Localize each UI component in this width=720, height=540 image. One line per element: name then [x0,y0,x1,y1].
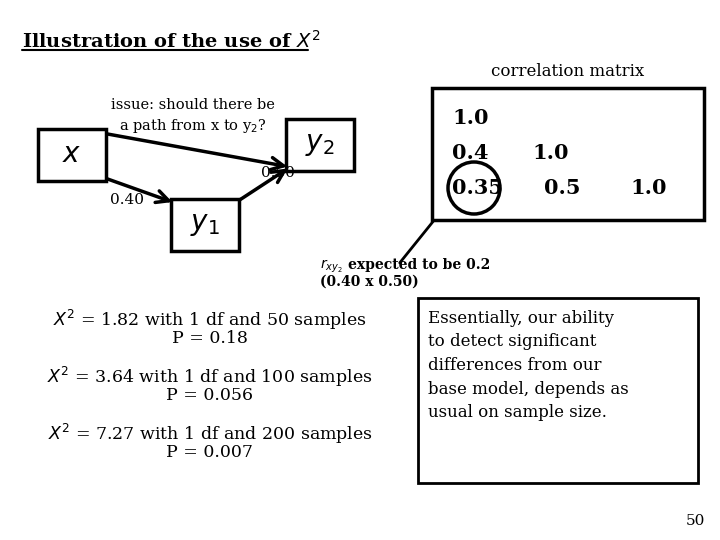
Text: P = 0.18: P = 0.18 [172,330,248,347]
Text: Illustration of the use of $X^2$: Illustration of the use of $X^2$ [22,30,320,52]
Text: $y_2$: $y_2$ [305,132,335,159]
Text: $X^2$ = 7.27 with 1 df and 200 samples: $X^2$ = 7.27 with 1 df and 200 samples [48,422,372,446]
Text: $X^2$ = 1.82 with 1 df and 50 samples: $X^2$ = 1.82 with 1 df and 50 samples [53,308,367,332]
Text: expected to be 0.2: expected to be 0.2 [348,258,490,272]
Text: correlation matrix: correlation matrix [491,63,644,80]
Text: 1.0: 1.0 [452,108,488,128]
Text: $x$: $x$ [63,141,81,168]
Text: P = 0.007: P = 0.007 [166,444,253,461]
Text: Essentially, our ability
to detect significant
differences from our
base model, : Essentially, our ability to detect signi… [428,310,629,421]
Text: 50: 50 [685,514,705,528]
Text: 0.40: 0.40 [110,193,144,207]
FancyBboxPatch shape [38,129,106,181]
Text: 1.0: 1.0 [532,143,569,163]
FancyBboxPatch shape [171,199,239,251]
Text: 0.50: 0.50 [261,166,295,180]
FancyBboxPatch shape [432,88,704,220]
Text: P = 0.056: P = 0.056 [166,387,253,404]
Text: $X^2$ = 3.64 with 1 df and 100 samples: $X^2$ = 3.64 with 1 df and 100 samples [48,365,373,389]
Text: issue: should there be
a path from x to y$_2$?: issue: should there be a path from x to … [111,98,275,135]
Text: $r_{xy_2}$: $r_{xy_2}$ [320,258,343,275]
FancyBboxPatch shape [286,119,354,171]
Text: $y_1$: $y_1$ [190,212,220,239]
Text: 1.0: 1.0 [630,178,667,198]
Text: 0.5: 0.5 [544,178,580,198]
Text: 0.35: 0.35 [452,178,503,198]
Text: (0.40 x 0.50): (0.40 x 0.50) [320,275,419,289]
FancyBboxPatch shape [418,298,698,483]
Text: 0.4: 0.4 [452,143,488,163]
